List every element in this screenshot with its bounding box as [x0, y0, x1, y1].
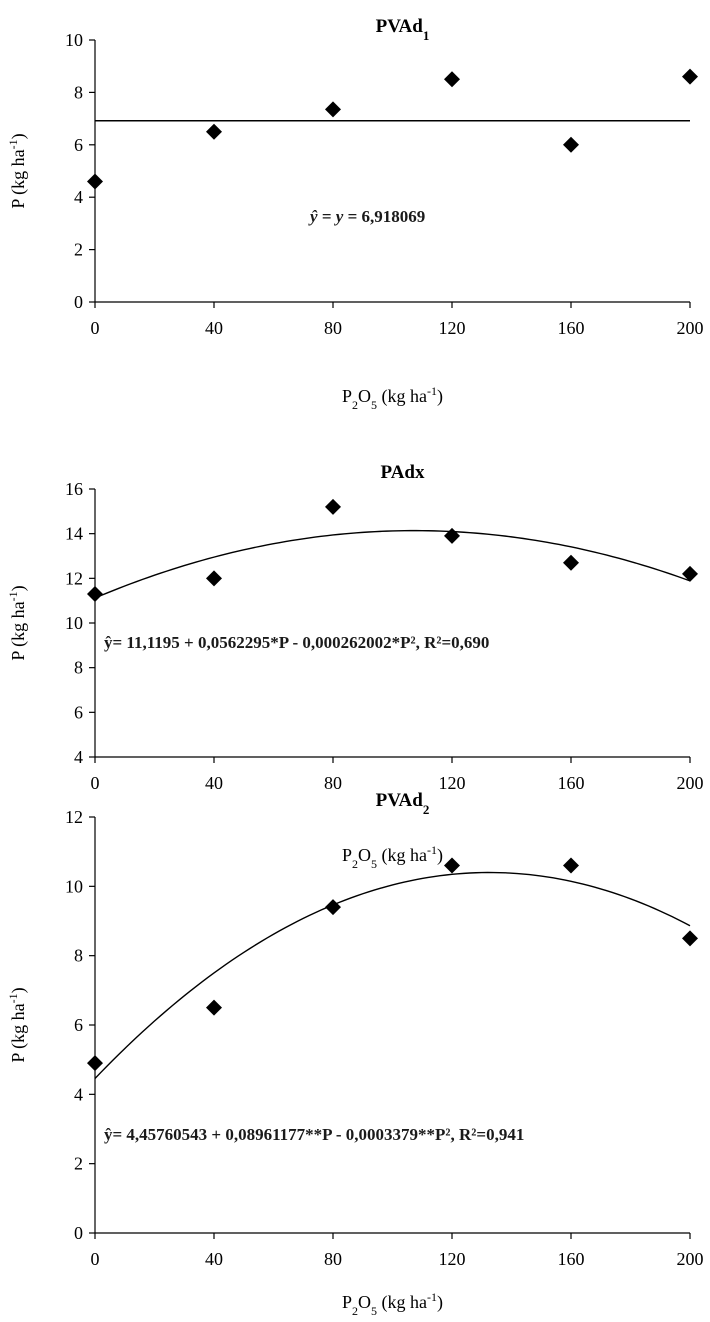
- y-tick-label: 4: [74, 1084, 83, 1104]
- y-tick-label: 2: [74, 1154, 83, 1174]
- data-point-marker: [325, 498, 341, 515]
- chart-title: PVAd1: [376, 16, 430, 43]
- x-tick-label: 80: [324, 773, 342, 793]
- x-tick-label: 120: [439, 318, 466, 338]
- data-point-marker: [563, 554, 579, 571]
- y-tick-label: 4: [74, 747, 83, 767]
- y-tick-label: 10: [65, 876, 83, 896]
- x-axis-label: P2O5 (kg ha-1): [342, 1290, 443, 1318]
- data-point-marker: [444, 857, 460, 874]
- x-tick-label: 0: [91, 773, 100, 793]
- x-tick-label: 40: [205, 773, 223, 793]
- x-tick-label: 160: [558, 318, 585, 338]
- y-axis-label: P (kg ha-1): [6, 987, 29, 1062]
- data-point-marker: [444, 71, 460, 88]
- x-tick-label: 40: [205, 318, 223, 338]
- y-tick-label: 4: [74, 187, 83, 207]
- y-tick-label: 6: [74, 702, 83, 722]
- data-point-marker: [87, 1055, 103, 1072]
- regression-equation: ŷ= 11,1195 + 0,0562295*P - 0,000262002*P…: [104, 633, 489, 652]
- fit-curve: [94, 529, 691, 599]
- x-tick-label: 80: [324, 318, 342, 338]
- data-point-marker: [682, 930, 698, 947]
- x-tick-label: 80: [324, 1249, 342, 1269]
- x-axis-label: P2O5 (kg ha-1): [342, 384, 443, 412]
- data-point-marker: [682, 68, 698, 85]
- chart-title: PAdx: [381, 462, 425, 483]
- x-axis-label: P2O5 (kg ha-1): [342, 843, 443, 871]
- y-tick-label: 12: [65, 568, 83, 588]
- data-point-marker: [206, 999, 222, 1016]
- data-point-marker: [87, 585, 103, 602]
- y-tick-label: 0: [74, 292, 83, 312]
- y-tick-label: 0: [74, 1223, 83, 1243]
- x-tick-label: 200: [677, 773, 704, 793]
- y-axis-label: P (kg ha-1): [6, 585, 29, 660]
- x-tick-label: 160: [558, 773, 585, 793]
- regression-equation: ŷ= 4,45760543 + 0,08961177**P - 0,000337…: [104, 1125, 524, 1144]
- x-tick-label: 200: [677, 1249, 704, 1269]
- y-tick-label: 2: [74, 240, 83, 260]
- chart-panel-pvad1: PVAd1 0 2 4 6 8 10 0 40 80 120 160 200 P (kg ha-1) P2O…: [6, 16, 704, 412]
- data-point-marker: [87, 173, 103, 190]
- data-point-marker: [682, 565, 698, 582]
- data-point-marker: [325, 899, 341, 916]
- data-point-marker: [563, 857, 579, 874]
- x-tick-label: 200: [677, 318, 704, 338]
- data-point-marker: [444, 527, 460, 544]
- y-tick-label: 6: [74, 1015, 83, 1035]
- chart-title: PVAd2: [376, 790, 430, 817]
- x-tick-label: 0: [91, 1249, 100, 1269]
- x-tick-label: 160: [558, 1249, 585, 1269]
- y-tick-label: 8: [74, 82, 83, 102]
- data-point-marker: [206, 123, 222, 140]
- data-point-marker: [325, 101, 341, 118]
- y-tick-label: 8: [74, 658, 83, 678]
- y-tick-label: 10: [65, 613, 83, 633]
- data-point-marker: [563, 136, 579, 153]
- y-tick-label: 16: [65, 479, 83, 499]
- x-tick-label: 120: [439, 773, 466, 793]
- y-tick-label: 6: [74, 135, 83, 155]
- data-point-marker: [206, 570, 222, 587]
- x-tick-label: 40: [205, 1249, 223, 1269]
- y-tick-label: 12: [65, 807, 83, 827]
- x-tick-label: 0: [91, 318, 100, 338]
- y-tick-label: 14: [65, 524, 83, 544]
- x-tick-label: 120: [439, 1249, 466, 1269]
- fit-curve: [94, 871, 691, 1079]
- y-axis-label: P (kg ha-1): [6, 133, 29, 208]
- y-tick-label: 10: [65, 30, 83, 50]
- y-tick-label: 8: [74, 946, 83, 966]
- regression-equation: ŷ = y = 6,918069: [308, 207, 425, 226]
